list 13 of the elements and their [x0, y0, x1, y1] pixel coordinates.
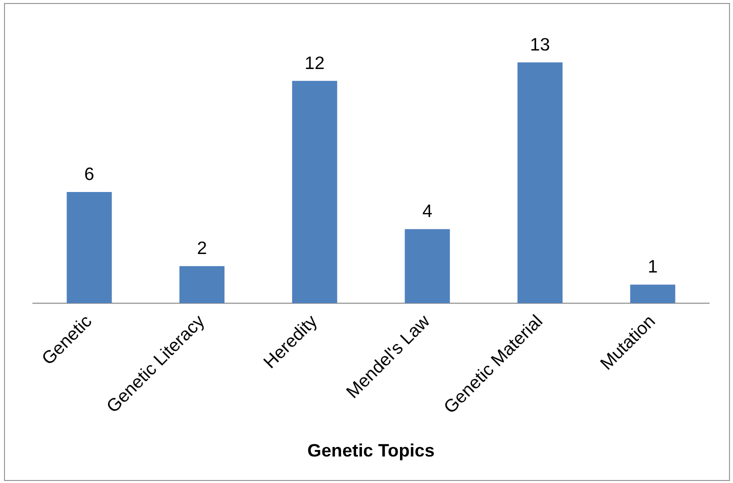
bar — [517, 62, 563, 304]
bar — [404, 229, 450, 304]
x-axis-title: Genetic Topics — [307, 440, 435, 460]
data-label: 4 — [422, 201, 432, 222]
bar — [630, 284, 676, 304]
data-label: 2 — [196, 238, 207, 258]
bar — [179, 266, 224, 304]
bar — [292, 80, 338, 304]
data-label: 6 — [84, 164, 94, 184]
data-label: 1 — [648, 256, 658, 277]
bar — [66, 192, 112, 304]
data-label: 12 — [304, 52, 325, 73]
data-label: 13 — [530, 34, 550, 54]
